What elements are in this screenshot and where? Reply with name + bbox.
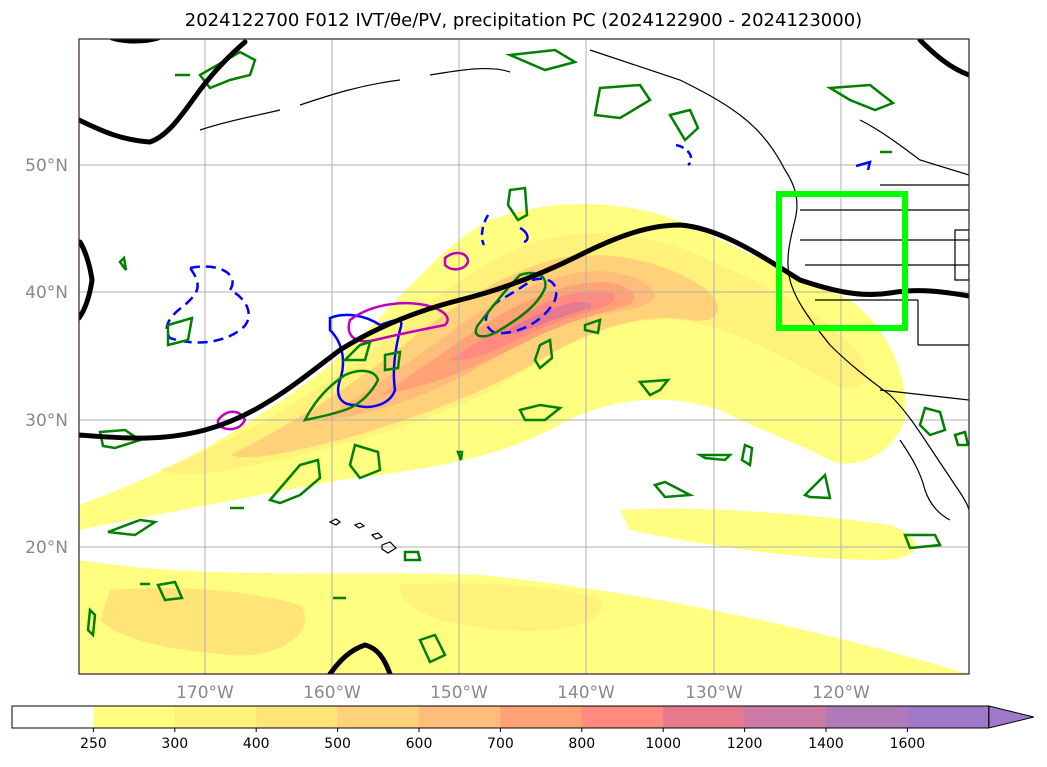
colorbar-tick-label: 250 [80,736,107,752]
colorbar-segment [500,706,583,728]
colorbar-segment [419,706,501,728]
colorbar-segment [337,706,420,728]
map-plot-area [79,39,969,674]
lat-label-40n: 40°N [25,283,68,303]
colorbar-segment [907,706,990,728]
colorbar-tick-label: 800 [568,736,595,752]
lon-label-130w: 130°W [685,683,743,703]
colorbar-tick-label: 1400 [808,736,844,752]
colorbar-tick-label: 1200 [727,736,763,752]
colorbar-tick-label: 600 [406,736,433,752]
colorbar-segment [174,706,257,728]
map-frame [78,38,970,675]
lon-label-140w: 140°W [557,683,615,703]
colorbar-extend-arrow [988,705,1034,729]
colorbar-tick-label: 300 [161,736,188,752]
lat-label-30n: 30°N [25,411,68,431]
colorbar-tick-label: 1600 [890,736,926,752]
lon-label-170w: 170°W [176,683,234,703]
lat-label-50n: 50°N [25,156,68,176]
lon-label-150w: 150°W [430,683,488,703]
target-region-box [776,191,908,331]
lon-label-160w: 160°W [303,683,361,703]
latitude-labels: 50°N 40°N 30°N 20°N [25,156,68,558]
colorbar-tick-label: 400 [243,736,270,752]
map-title: 2024122700 F012 IVT/θe/PV, precipitation… [184,10,863,31]
pv-contours [216,251,470,431]
colorbar-segment [744,706,827,728]
colorbar-segment [663,706,746,728]
colorbar-tick-label: 500 [324,736,351,752]
coastlines [199,49,969,554]
longitude-labels: 170°W 160°W 150°W 140°W 130°W 120°W [176,683,870,703]
reference-contour [79,39,969,674]
lon-label-120w: 120°W [812,683,870,703]
lat-label-20n: 20°N [25,538,68,558]
colorbar-segment [826,706,908,728]
colorbar-segment [93,706,176,728]
colorbar-segment [12,706,94,728]
precipitation-contours [86,48,969,664]
colorbar-segment [256,706,339,728]
colorbar: 250 300 400 500 600 700 800 1000 1200 1400 1600 [11,705,1034,752]
colorbar-tick-label: 1000 [645,736,681,752]
colorbar-segment [581,706,664,728]
colorbar-tick-label: 700 [487,736,514,752]
